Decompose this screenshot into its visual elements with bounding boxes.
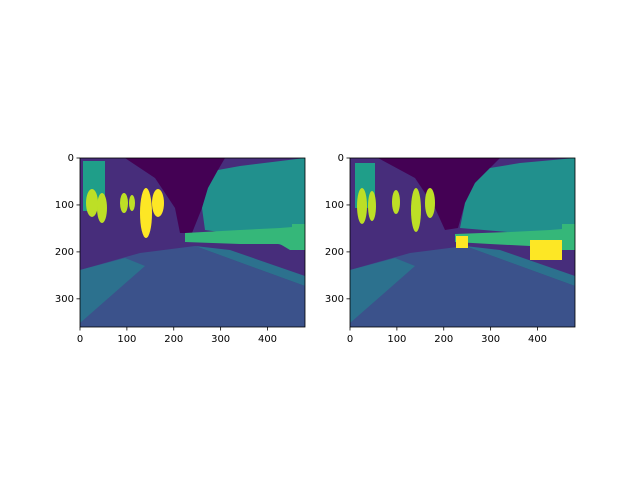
person <box>97 193 107 223</box>
x-tick-label: 400 <box>528 334 547 345</box>
x-tick-label: 100 <box>117 334 136 345</box>
person <box>357 188 367 224</box>
person <box>152 189 164 217</box>
car <box>530 240 562 260</box>
y-tick-label: 100 <box>325 200 344 211</box>
sidewalk <box>465 246 575 286</box>
y-tick-label: 300 <box>55 294 74 305</box>
x-tick-label: 0 <box>347 334 353 345</box>
vegetation <box>460 158 575 240</box>
person <box>120 193 128 213</box>
person <box>368 191 376 221</box>
x-tick-label: 0 <box>77 334 83 345</box>
person <box>129 195 135 211</box>
terrain <box>292 224 305 250</box>
axes-frame <box>349 157 576 328</box>
x-tick-label: 400 <box>258 334 277 345</box>
sky <box>125 158 225 233</box>
person <box>425 188 435 218</box>
segmentation-image <box>80 158 305 327</box>
vegetation <box>202 158 305 246</box>
car <box>456 236 468 248</box>
terrain <box>185 226 305 250</box>
y-tick-label: 0 <box>338 153 344 164</box>
axes-frame <box>79 157 306 328</box>
sky <box>378 158 500 230</box>
sidewalk <box>350 258 415 323</box>
y-tick-label: 100 <box>55 200 74 211</box>
person <box>392 190 400 214</box>
person <box>411 188 421 232</box>
y-tick-label: 0 <box>68 153 74 164</box>
x-tick-label: 300 <box>211 334 230 345</box>
terrain <box>562 224 575 250</box>
person <box>86 189 98 217</box>
x-tick-label: 200 <box>164 334 183 345</box>
segmentation-image <box>350 158 575 327</box>
y-tick-label: 300 <box>325 294 344 305</box>
y-tick-label: 200 <box>55 247 74 258</box>
sidewalk <box>195 246 305 286</box>
x-tick-label: 300 <box>481 334 500 345</box>
y-tick-label: 200 <box>325 247 344 258</box>
x-tick-label: 100 <box>387 334 406 345</box>
person <box>140 188 152 238</box>
x-tick-label: 200 <box>434 334 453 345</box>
sidewalk <box>80 258 145 323</box>
